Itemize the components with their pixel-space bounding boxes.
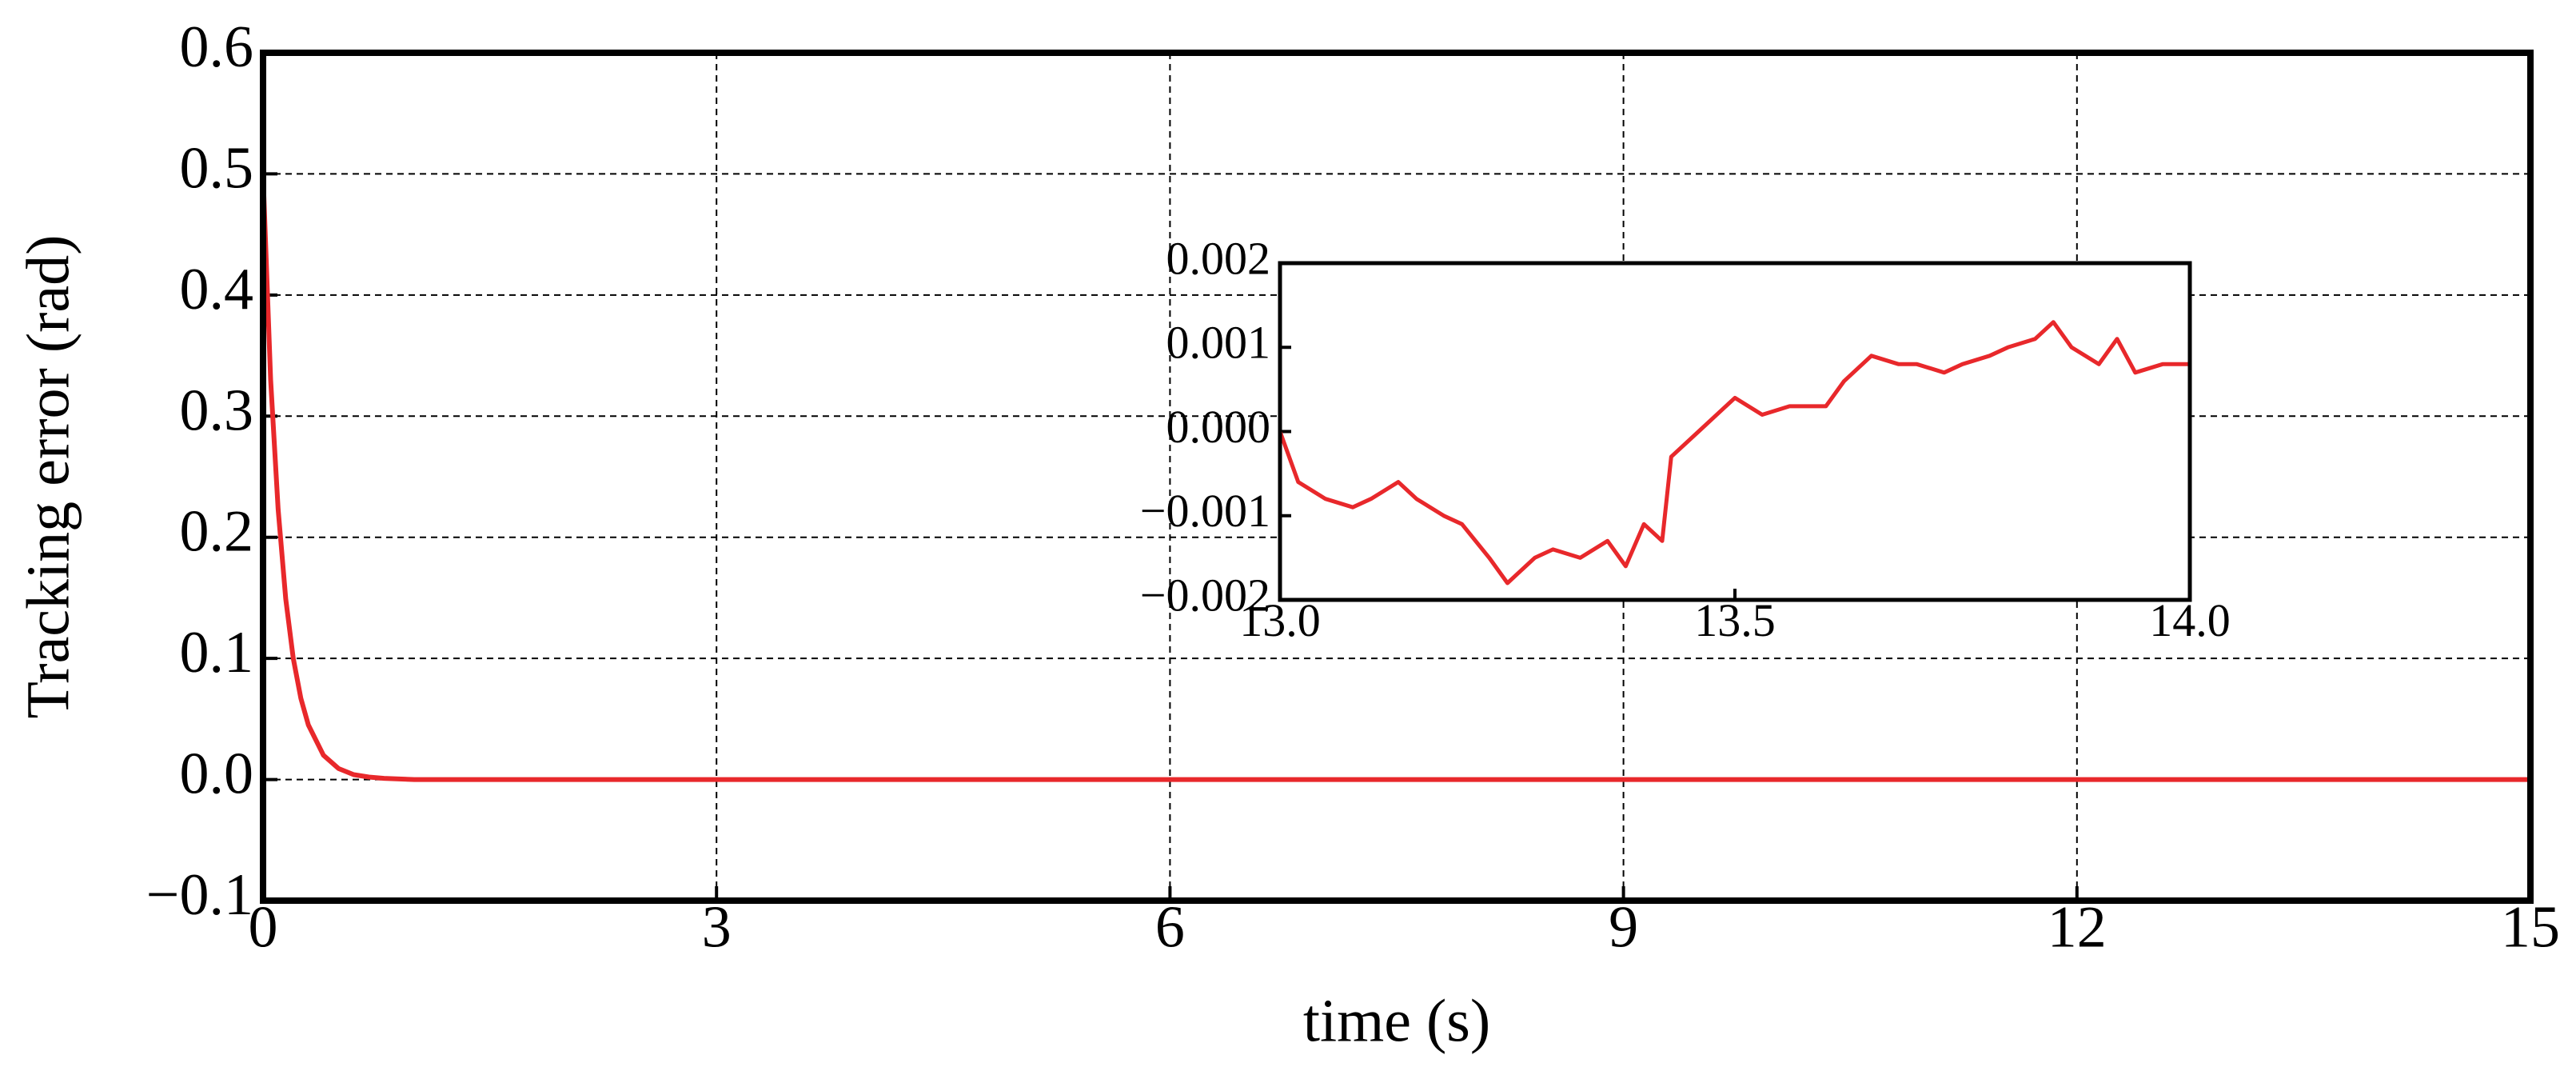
y-tick-label: −0.002 <box>1140 569 1270 621</box>
plot-area <box>1280 263 2190 600</box>
y-axis-label: Tracking error (rad) <box>14 235 82 719</box>
x-tick-label: 6 <box>1155 895 1185 961</box>
y-tick-label: 0.002 <box>1166 232 1271 284</box>
y-tick-label: 0.5 <box>180 135 254 201</box>
x-tick-label: 9 <box>1609 895 1638 961</box>
x-tick-label: 13.0 <box>1239 594 1321 646</box>
y-tick-label: 0.2 <box>180 499 254 565</box>
y-tick-label: −0.001 <box>1140 485 1270 537</box>
plot-frame <box>260 50 2534 904</box>
y-tick-label: −0.1 <box>146 862 253 928</box>
y-tick-label: 0.001 <box>1166 317 1271 369</box>
y-tick-label: 0.1 <box>180 620 254 685</box>
plot-frame <box>1278 261 2192 602</box>
y-tick-label: 0.4 <box>180 257 254 322</box>
y-tick-label: 0.000 <box>1166 401 1271 453</box>
x-tick-label: 15 <box>2501 895 2560 961</box>
x-tick-label: 12 <box>2048 895 2107 961</box>
x-tick-label: 0 <box>249 895 278 961</box>
x-tick-label: 3 <box>702 895 732 961</box>
y-tick-label: 0.6 <box>180 14 254 80</box>
data-line <box>1278 320 2190 585</box>
data-line <box>261 174 2530 782</box>
x-axis-label: time (s) <box>1303 987 1490 1054</box>
x-tick-label: 14.0 <box>2149 594 2231 646</box>
x-tick-label: 13.5 <box>1694 594 1776 646</box>
y-tick-label: 0.0 <box>180 741 254 807</box>
y-tick-label: 0.3 <box>180 378 254 443</box>
